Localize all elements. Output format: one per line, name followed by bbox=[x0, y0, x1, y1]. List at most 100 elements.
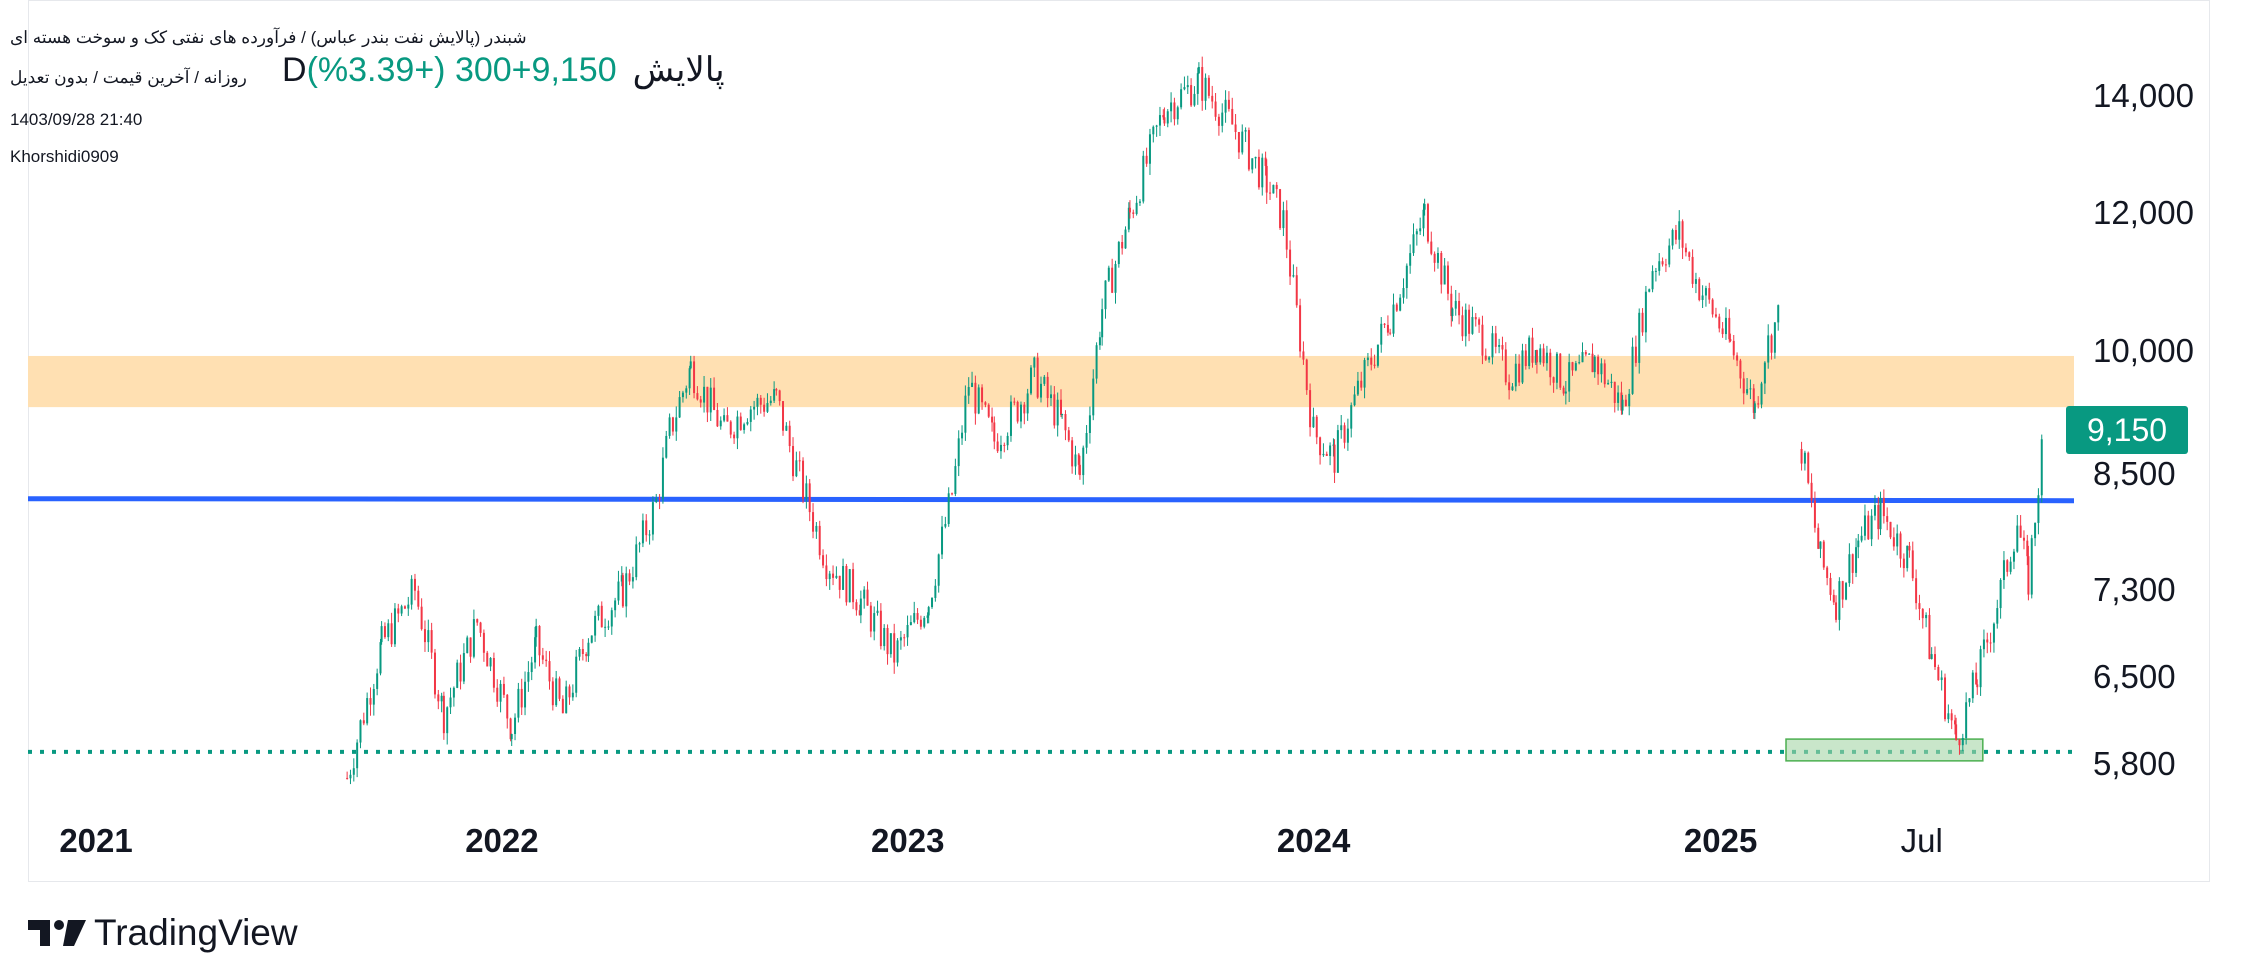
candle-body bbox=[769, 400, 772, 404]
candle-body bbox=[1562, 387, 1565, 394]
candle-body bbox=[620, 575, 623, 582]
candle-body bbox=[1319, 437, 1322, 456]
candle-body bbox=[1965, 702, 1968, 738]
candle-body bbox=[886, 627, 889, 655]
tradingview-logo[interactable]: TradingView bbox=[28, 912, 298, 954]
candle-body bbox=[709, 387, 712, 413]
candle-body bbox=[520, 688, 523, 708]
candle-body bbox=[1925, 614, 1928, 619]
candle-body bbox=[1934, 654, 1937, 668]
candle-body bbox=[1128, 207, 1131, 213]
candle-body bbox=[1440, 253, 1443, 285]
candle-body bbox=[492, 657, 495, 688]
candle-body bbox=[2026, 540, 2029, 557]
candle-body bbox=[469, 637, 472, 657]
candle-body bbox=[1098, 337, 1101, 346]
candle-body bbox=[825, 565, 828, 580]
candle-body bbox=[798, 460, 801, 462]
candle-body bbox=[617, 581, 620, 601]
y-tick-label: 7,300 bbox=[2093, 570, 2176, 608]
candle-body bbox=[1158, 115, 1161, 126]
candle-body bbox=[1285, 210, 1288, 250]
candle-body bbox=[1183, 87, 1186, 90]
candle-body bbox=[1749, 388, 1752, 390]
candle-body bbox=[472, 619, 475, 657]
candle-body bbox=[437, 694, 440, 702]
candle-body bbox=[1877, 505, 1880, 530]
candle-body bbox=[1571, 362, 1574, 371]
candle-body bbox=[476, 619, 479, 623]
candle-body bbox=[1992, 623, 1995, 643]
candle-body bbox=[524, 681, 527, 708]
candle-body bbox=[689, 361, 692, 369]
candle-body bbox=[1542, 348, 1545, 364]
candle-body bbox=[1588, 353, 1591, 355]
candle-body bbox=[1644, 291, 1647, 333]
candle-body bbox=[923, 617, 926, 627]
candle-body bbox=[1610, 381, 1613, 383]
candle-body bbox=[927, 607, 930, 616]
candle-body bbox=[1302, 351, 1305, 360]
candle-body bbox=[581, 649, 584, 654]
candlestick-chart[interactable] bbox=[0, 0, 2243, 882]
candle-body bbox=[1350, 405, 1353, 429]
candle-body bbox=[1528, 337, 1531, 367]
candle-body bbox=[1360, 380, 1363, 388]
candle-body bbox=[1458, 300, 1461, 316]
candle-body bbox=[1389, 332, 1392, 334]
candle-body bbox=[1539, 348, 1542, 363]
candle-body bbox=[1409, 253, 1412, 266]
candle-body bbox=[1714, 314, 1717, 317]
candle-body bbox=[423, 629, 426, 643]
candle-body bbox=[1739, 360, 1742, 379]
candle-body bbox=[356, 742, 359, 769]
candle-body bbox=[1265, 165, 1268, 193]
candle-body bbox=[1763, 362, 1766, 384]
candle-body bbox=[756, 397, 759, 407]
candle-body bbox=[1464, 309, 1467, 337]
candle-body bbox=[859, 598, 862, 616]
candle-body bbox=[545, 659, 548, 662]
candle-body bbox=[1373, 364, 1376, 366]
candle-body bbox=[1634, 346, 1637, 363]
candle-body bbox=[1940, 677, 1943, 681]
candle-body bbox=[749, 409, 752, 422]
candle-body bbox=[1013, 401, 1016, 403]
candle-body bbox=[1777, 305, 1780, 323]
candle-body bbox=[1325, 453, 1328, 456]
candle-body bbox=[1819, 541, 1822, 549]
candle-body bbox=[1829, 577, 1832, 595]
candle-body bbox=[964, 395, 967, 433]
candle-body bbox=[805, 483, 808, 499]
candle-body bbox=[1247, 130, 1250, 170]
candle-body bbox=[792, 446, 795, 477]
candle-body bbox=[1531, 337, 1534, 363]
candle-body bbox=[1886, 516, 1889, 522]
candle-body bbox=[1221, 112, 1224, 126]
candle-body bbox=[1906, 545, 1909, 569]
candle-body bbox=[788, 425, 791, 447]
candle-body bbox=[1504, 349, 1507, 383]
candle-body bbox=[1395, 304, 1398, 311]
candle-body bbox=[746, 421, 749, 425]
candle-body bbox=[1491, 333, 1494, 358]
candle-body bbox=[372, 688, 375, 705]
candle-body bbox=[896, 640, 899, 663]
candle-body bbox=[1272, 184, 1275, 194]
candle-body bbox=[858, 610, 861, 616]
candle-body bbox=[1718, 316, 1721, 329]
candle-body bbox=[785, 425, 788, 431]
candle-body bbox=[1305, 359, 1308, 391]
candle-body bbox=[1132, 212, 1135, 214]
candle-body bbox=[1961, 737, 1964, 746]
candle-body bbox=[1654, 270, 1657, 272]
candle-body bbox=[604, 626, 607, 628]
candle-body bbox=[1114, 264, 1117, 293]
candle-body bbox=[678, 397, 681, 418]
candle-body bbox=[1958, 739, 1961, 746]
candle-body bbox=[1423, 204, 1426, 210]
candle-body bbox=[502, 683, 505, 695]
candle-body bbox=[1383, 323, 1386, 325]
candle-body bbox=[1736, 355, 1739, 361]
candle-body bbox=[1336, 430, 1339, 473]
